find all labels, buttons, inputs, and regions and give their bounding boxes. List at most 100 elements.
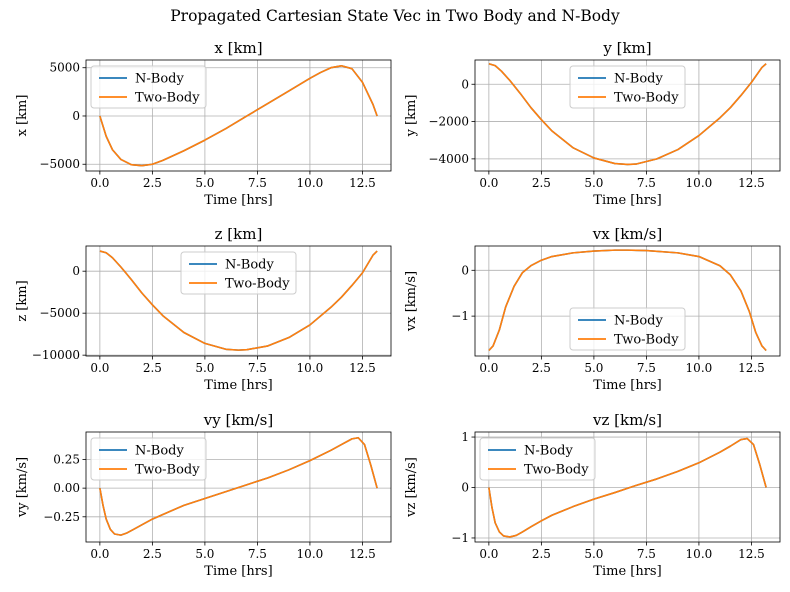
x-tick-label: 7.5 (637, 176, 656, 190)
axes-frame (474, 59, 781, 172)
x-tick-label: 0.0 (479, 176, 498, 190)
x-tick-label: 12.5 (349, 176, 376, 190)
axes-frame (85, 245, 392, 357)
x-tick-label: 12.5 (738, 361, 765, 375)
series-line-two-body (488, 249, 767, 352)
y-tick-label: 0 (72, 109, 80, 123)
y-tick-label: 0 (461, 77, 469, 91)
y-tick-label: 0.25 (53, 453, 80, 467)
x-axis-label: Time [hrs] (593, 193, 661, 208)
legend: N-Body Two-Body (180, 251, 297, 295)
x-axis-label: Time [hrs] (204, 564, 272, 579)
x-tick-label: 7.5 (248, 547, 267, 561)
x-tick-label: 0.0 (90, 547, 109, 561)
y-tick-label: 5000 (49, 61, 80, 75)
x-tick-label: 2.5 (143, 361, 162, 375)
subplot-vz-km-s: 0.0 2.5 5.0 7.5 10.0 12.5 −1 0 1 vz [km/s] Time [h… (404, 411, 781, 579)
y-tick-label: −1 (451, 309, 469, 323)
y-tick-label: −1 (451, 531, 469, 545)
x-tick-label: 10.0 (686, 176, 713, 190)
subplot-z-km: 0.0 2.5 5.0 7.5 10.0 12.5 −10000 −5000 0 z [km] Ti… (15, 225, 392, 393)
x-tick-label: 12.5 (738, 547, 765, 561)
figure-title: Propagated Cartesian State Vec in Two Bo… (170, 7, 620, 25)
x-tick-label: 12.5 (738, 176, 765, 190)
y-tick-label: −5000 (39, 306, 80, 320)
y-axis-label: x [km] (15, 95, 30, 137)
axes-frame (474, 431, 781, 543)
subplot-title: z [km] (215, 225, 263, 243)
axes-frame (474, 245, 781, 357)
series-line-two-body (99, 250, 378, 351)
subplot-vx-km-s: 0.0 2.5 5.0 7.5 10.0 12.5 −1 0 vx [km/s] Time [hr… (404, 225, 781, 393)
series-line-two-body (99, 64, 378, 167)
legend-label-n-body: N-Body (135, 444, 184, 459)
series-line-two-body (99, 436, 378, 536)
x-axis-label: Time [hrs] (204, 193, 272, 208)
x-tick-label: 2.5 (532, 176, 551, 190)
x-tick-label: 12.5 (349, 361, 376, 375)
x-tick-label: 2.5 (143, 547, 162, 561)
axes-frame (85, 431, 392, 543)
legend-label-two-body: Two-Body (524, 463, 589, 478)
x-tick-label: 0.0 (479, 547, 498, 561)
x-tick-label: 0.0 (90, 176, 109, 190)
legend: N-Body Two-Body (90, 437, 207, 481)
series-line-two-body (488, 437, 767, 538)
legend-label-n-body: N-Body (614, 314, 663, 329)
y-axis-label: vx [km/s] (404, 271, 419, 332)
legend: N-Body Two-Body (479, 437, 596, 481)
y-tick-label: −4000 (428, 152, 469, 166)
x-tick-label: 7.5 (248, 361, 267, 375)
legend-label-two-body: Two-Body (614, 91, 679, 106)
subplot-title: vy [km/s] (203, 411, 274, 429)
x-tick-label: 5.0 (195, 547, 214, 561)
y-tick-label: 1 (461, 430, 469, 444)
y-tick-label: −2000 (428, 115, 469, 129)
legend-label-two-body: Two-Body (614, 333, 679, 348)
legend: N-Body Two-Body (569, 307, 686, 351)
x-tick-label: 2.5 (532, 361, 551, 375)
axes-frame (85, 59, 392, 172)
x-tick-label: 7.5 (637, 547, 656, 561)
x-tick-label: 2.5 (143, 176, 162, 190)
x-tick-label: 5.0 (584, 361, 603, 375)
legend-label-n-body: N-Body (135, 72, 184, 87)
x-tick-label: 10.0 (686, 361, 713, 375)
y-axis-label: z [km] (15, 280, 30, 321)
y-axis-label: vy [km/s] (15, 457, 30, 518)
y-tick-label: −0.25 (43, 510, 80, 524)
x-tick-label: 12.5 (349, 547, 376, 561)
y-axis-label: vz [km/s] (404, 457, 419, 518)
subplot-y-km: 0.0 2.5 5.0 7.5 10.0 12.5 −4000 −2000 0 y [km] Tim… (404, 39, 781, 208)
x-tick-label: 7.5 (637, 361, 656, 375)
x-tick-label: 5.0 (584, 547, 603, 561)
subplot-title: x [km] (214, 39, 262, 57)
x-tick-label: 10.0 (297, 176, 324, 190)
legend: N-Body Two-Body (569, 65, 686, 109)
legend-label-n-body: N-Body (524, 444, 573, 459)
y-tick-label: −5000 (39, 157, 80, 171)
x-axis-label: Time [hrs] (593, 564, 661, 579)
legend-label-two-body: Two-Body (225, 277, 290, 292)
x-tick-label: 7.5 (248, 176, 267, 190)
y-tick-label: 0.00 (53, 481, 80, 495)
subplot-x-km: 0.0 2.5 5.0 7.5 10.0 12.5 −5000 0 5000 x [km] Time… (15, 39, 392, 208)
x-tick-label: 2.5 (532, 547, 551, 561)
x-tick-label: 5.0 (195, 176, 214, 190)
legend-label-two-body: Two-Body (135, 91, 200, 106)
series-line-two-body (488, 62, 767, 166)
subplot-vy-km-s: 0.0 2.5 5.0 7.5 10.0 12.5 −0.25 0.00 0.25 vy [km/… (15, 411, 392, 579)
x-tick-label: 10.0 (297, 547, 324, 561)
x-tick-label: 5.0 (584, 176, 603, 190)
subplot-title: vz [km/s] (592, 411, 662, 429)
y-axis-label: y [km] (404, 95, 419, 138)
x-tick-label: 0.0 (479, 361, 498, 375)
y-tick-label: 0 (72, 264, 80, 278)
subplot-title: y [km] (602, 39, 651, 57)
x-tick-label: 10.0 (297, 361, 324, 375)
x-axis-label: Time [hrs] (593, 378, 661, 393)
x-tick-label: 5.0 (195, 361, 214, 375)
legend-label-n-body: N-Body (614, 72, 663, 87)
